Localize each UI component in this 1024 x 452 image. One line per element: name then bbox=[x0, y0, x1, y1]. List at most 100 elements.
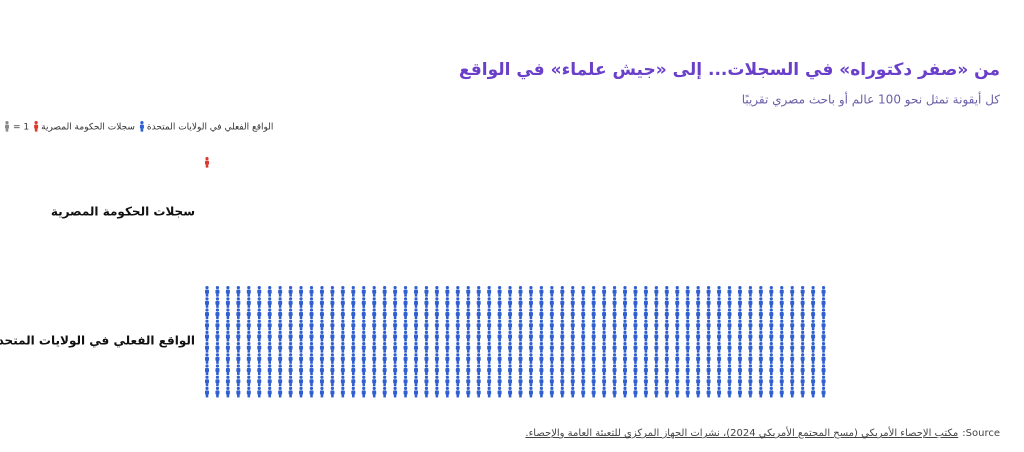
icon-body bbox=[434, 379, 439, 384]
icon-head bbox=[780, 286, 784, 290]
icon-head bbox=[539, 319, 544, 323]
icon-legs bbox=[435, 316, 439, 319]
icon-head bbox=[623, 353, 627, 357]
icon-head bbox=[257, 386, 261, 390]
icon bbox=[549, 342, 554, 353]
icon-legs bbox=[655, 383, 658, 387]
icon bbox=[748, 319, 753, 331]
icon-body bbox=[508, 323, 513, 328]
icon-head bbox=[581, 342, 585, 346]
icon-head bbox=[477, 364, 481, 368]
icon-head bbox=[309, 353, 314, 357]
icon-legs bbox=[393, 304, 397, 308]
icon-body bbox=[675, 323, 680, 328]
icon-head bbox=[403, 330, 408, 334]
icon-head bbox=[539, 364, 544, 368]
icon-body bbox=[497, 345, 502, 350]
icon-legs bbox=[790, 293, 794, 297]
icon-body bbox=[205, 379, 209, 384]
icon-body bbox=[257, 300, 262, 305]
icon-legs bbox=[696, 338, 700, 342]
icon-body bbox=[393, 390, 398, 395]
icon-body bbox=[205, 289, 209, 294]
icon-head bbox=[289, 375, 293, 379]
icon-head bbox=[487, 319, 491, 323]
icon bbox=[560, 375, 565, 387]
icon bbox=[623, 330, 627, 342]
icon-legs bbox=[487, 383, 491, 387]
icon-body bbox=[612, 323, 617, 328]
icon-legs bbox=[665, 383, 669, 387]
icon-head bbox=[299, 342, 303, 346]
icon-head bbox=[205, 342, 209, 346]
icon-body bbox=[372, 300, 377, 305]
icon bbox=[790, 308, 795, 319]
icon bbox=[215, 364, 220, 375]
icon-body bbox=[257, 323, 262, 328]
icon-body bbox=[372, 345, 377, 350]
icon-legs bbox=[320, 383, 324, 387]
icon-legs bbox=[581, 338, 585, 342]
icon-legs bbox=[717, 293, 721, 297]
icon bbox=[581, 319, 586, 331]
icon-legs bbox=[790, 304, 794, 308]
icon-body bbox=[758, 379, 763, 384]
icon-body bbox=[340, 312, 345, 317]
icon bbox=[340, 364, 345, 375]
icon-legs bbox=[216, 394, 219, 398]
icon-body bbox=[476, 334, 481, 339]
icon-body bbox=[748, 300, 753, 305]
icon-head bbox=[801, 319, 805, 323]
icon bbox=[455, 330, 460, 342]
icon-head bbox=[665, 375, 669, 379]
icon-body bbox=[278, 323, 283, 328]
icon-head bbox=[696, 330, 700, 334]
icon bbox=[393, 319, 398, 331]
icon-body bbox=[476, 390, 481, 395]
icon-legs bbox=[383, 327, 386, 331]
icon bbox=[393, 353, 398, 364]
source-link[interactable]: مكتب الإحصاء الأمريكي (مسح المجتمع الأمر… bbox=[525, 426, 958, 439]
icon-body bbox=[278, 334, 283, 339]
icon-head bbox=[518, 286, 523, 290]
icon-legs bbox=[571, 383, 575, 387]
icon-head bbox=[592, 319, 596, 323]
icon-body bbox=[403, 300, 408, 305]
icon-legs bbox=[278, 349, 282, 353]
icon-head bbox=[707, 386, 711, 390]
icon-head bbox=[550, 286, 554, 290]
icon-legs bbox=[205, 360, 209, 364]
icon bbox=[821, 297, 826, 308]
icon-head bbox=[445, 297, 449, 301]
icon-body bbox=[257, 356, 262, 361]
icon-legs bbox=[216, 338, 219, 342]
icon-head bbox=[644, 364, 648, 368]
icon-body bbox=[779, 345, 784, 350]
icon-body bbox=[758, 334, 763, 339]
icon bbox=[549, 286, 554, 297]
icon-legs bbox=[247, 327, 251, 331]
icon bbox=[205, 364, 209, 375]
icon-body bbox=[654, 312, 659, 317]
icon-body bbox=[748, 390, 753, 395]
icon-head bbox=[811, 308, 815, 312]
icon bbox=[717, 297, 722, 308]
icon-body bbox=[528, 379, 533, 384]
icon bbox=[758, 286, 763, 297]
icon-head bbox=[696, 308, 700, 312]
icon-legs bbox=[216, 304, 219, 308]
icon-legs bbox=[278, 304, 282, 308]
icon bbox=[403, 297, 408, 308]
icon-head bbox=[498, 297, 502, 301]
icon-legs bbox=[34, 128, 38, 132]
icon-body bbox=[549, 390, 554, 395]
icon bbox=[717, 375, 722, 387]
icon-legs bbox=[446, 349, 449, 353]
icon bbox=[748, 342, 753, 353]
icon-body bbox=[769, 345, 774, 350]
icon bbox=[727, 342, 732, 353]
icon-body bbox=[654, 289, 659, 294]
icon-body bbox=[821, 390, 826, 395]
icon-legs bbox=[320, 327, 324, 331]
